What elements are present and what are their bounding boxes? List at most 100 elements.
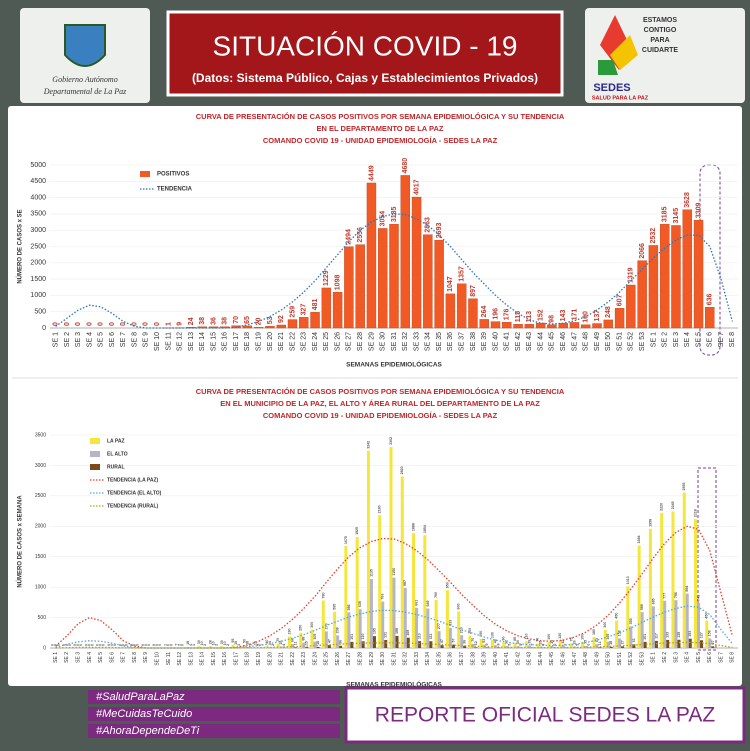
value-label: 158: [618, 630, 622, 636]
value-label: 0: [65, 644, 69, 646]
bar: [445, 293, 456, 329]
x-tick-label: SE 46: [561, 652, 567, 666]
x-tick-label: SE 17: [233, 332, 240, 351]
value-label: 780: [321, 593, 325, 599]
x-tick-label: SE 51: [617, 652, 623, 666]
value-label: 30: [516, 640, 520, 644]
x-tick-label: SE 14: [199, 332, 206, 351]
hashtag-bar: [88, 724, 340, 738]
x-tick-label: SE 29: [369, 652, 375, 666]
x-tick-label: SE 30: [380, 652, 386, 666]
report-label: REPORTE OFICIAL SEDES LA PAZ: [375, 704, 716, 727]
value-label: 117: [654, 633, 658, 639]
x-tick-label: SE 3: [75, 332, 82, 347]
value-label: 0: [152, 644, 156, 646]
value-label: 0: [64, 322, 71, 326]
bar: [463, 645, 467, 648]
bar: [677, 639, 681, 648]
value-label: 264: [481, 306, 488, 318]
value-label: 0: [158, 644, 162, 646]
x-tick-label: SE 9: [143, 332, 150, 347]
bar: [550, 645, 554, 648]
bar: [366, 450, 370, 648]
value-label: 75: [569, 637, 573, 641]
bar: [688, 638, 692, 648]
y-tick-label: 1500: [30, 276, 46, 283]
value-label: 63: [595, 638, 599, 642]
value-label: 0: [121, 644, 125, 646]
value-label: 639: [358, 601, 362, 607]
value-label: 0: [90, 644, 94, 646]
value-label: 3185: [391, 206, 398, 222]
x-tick-label: SE 18: [244, 332, 251, 351]
x-tick-label: SE 30: [380, 332, 387, 351]
bar: [265, 645, 269, 648]
x-tick-label: SE 26: [334, 332, 341, 351]
bar: [186, 327, 196, 329]
bar: [618, 638, 622, 648]
value-label: 5: [575, 644, 579, 646]
value-label: 100: [547, 634, 551, 640]
bar: [287, 319, 298, 329]
value-label: 5: [519, 644, 523, 646]
value-label: 38: [222, 317, 229, 325]
value-label: 607: [616, 294, 623, 306]
value-label: 0: [75, 322, 82, 326]
value-label: 277: [437, 623, 441, 629]
value-label: 25: [279, 640, 283, 644]
bar: [339, 645, 343, 648]
value-label: 0: [73, 644, 77, 646]
value-label: 2494: [346, 229, 353, 245]
value-label: 4449: [368, 165, 375, 181]
bar: [305, 647, 309, 648]
value-label: 9: [485, 643, 489, 645]
report-box: [344, 686, 746, 744]
value-label: 10: [211, 641, 215, 645]
bar: [482, 644, 486, 648]
value-label: 0: [86, 322, 93, 326]
x-tick-label: SE 25: [324, 652, 330, 666]
value-label: 0: [113, 644, 117, 646]
x-tick-label: SE 52: [628, 332, 635, 351]
value-label: 133: [666, 632, 670, 638]
bar: [406, 637, 410, 648]
value-label: 38: [199, 317, 206, 325]
value-label: 39: [527, 640, 531, 644]
value-label: 0: [133, 644, 137, 646]
value-label: 3309: [695, 202, 702, 218]
x-tick-label: SE 37: [459, 652, 465, 666]
bar: [220, 646, 224, 648]
bar: [584, 645, 588, 648]
chart-title: CURVA DE PRESENTACIÓN DE CASOS POSITIVOS…: [196, 112, 565, 121]
bar: [490, 640, 495, 648]
x-tick-label: SE 23: [301, 652, 307, 666]
bar: [355, 536, 359, 648]
bar: [344, 246, 354, 329]
x-tick-label: SE 44: [538, 652, 544, 666]
value-label: 0: [144, 644, 148, 646]
x-tick-label: SE 17: [233, 652, 239, 666]
x-tick-label: SE 52: [628, 652, 634, 666]
legend-swatch: [140, 171, 150, 177]
value-label: 0: [124, 644, 128, 646]
value-label: 6: [553, 644, 557, 646]
page-subtitle: (Datos: Sistema Público, Cajas y Estable…: [192, 71, 538, 85]
bar: [358, 609, 362, 648]
value-label: 3: [237, 644, 241, 646]
bar: [276, 643, 280, 648]
value-label: 0: [52, 322, 59, 326]
chart-title: EN EL MUNICIPIO DE LA PAZ, EL ALTO Y ÁRE…: [220, 399, 540, 408]
bar: [651, 606, 655, 648]
x-tick-label: SE 23: [301, 332, 308, 351]
value-label: 5: [508, 644, 512, 646]
x-tick-label: SE 35: [436, 652, 442, 666]
y-tick-label: 3500: [35, 432, 46, 438]
bar: [355, 244, 365, 329]
x-tick-label: SE 25: [323, 332, 330, 351]
value-label: 30: [197, 640, 201, 644]
value-label: 2: [215, 644, 219, 646]
bar: [332, 292, 343, 329]
bar: [378, 515, 382, 648]
bar: [603, 629, 607, 648]
value-label: 115: [515, 311, 522, 322]
